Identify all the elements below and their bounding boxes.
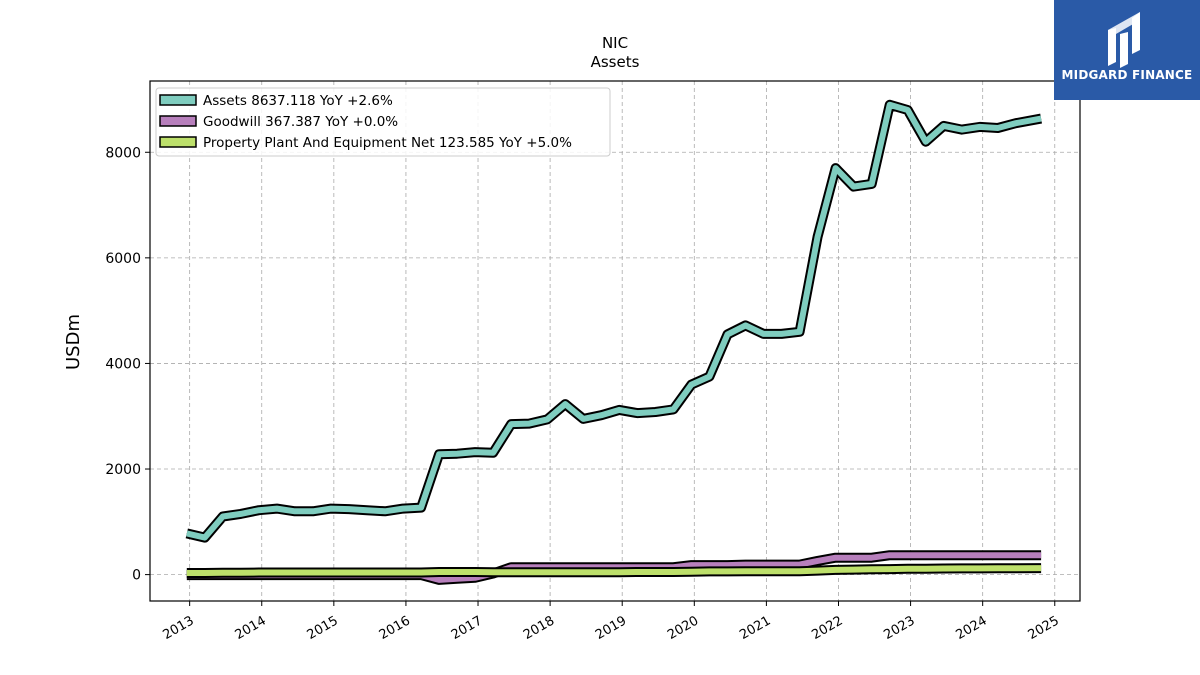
logo-text: MIDGARD FINANCE (1061, 68, 1193, 82)
x-tick-label: 2017 (449, 613, 485, 643)
y-tick-label: 2000 (105, 462, 141, 478)
x-axis-ticks: 2013 2014 2015 2016 2017 2018 2019 2020 2021 2022… (160, 601, 1062, 643)
x-tick-label: 2015 (305, 613, 341, 643)
x-tick-label: 2021 (737, 613, 773, 643)
x-tick-label: 2020 (665, 613, 701, 643)
legend-swatch (159, 136, 197, 148)
assets-line-outline (185, 99, 1042, 543)
x-tick-label: 2023 (881, 613, 917, 643)
chart-title: NIC (602, 34, 628, 52)
y-axis-label: USDm (63, 314, 84, 370)
x-tick-label: 2022 (809, 613, 845, 643)
midgard-logo-icon (1108, 12, 1140, 68)
y-tick-label: 0 (132, 568, 141, 584)
legend-entry-label: Property Plant And Equipment Net 123.585… (203, 135, 572, 151)
legend-swatch (159, 115, 197, 127)
x-tick-label: 2019 (593, 613, 629, 643)
x-tick-label: 2016 (377, 613, 413, 643)
legend-box (155, 87, 611, 157)
brand-logo: MIDGARD FINANCE (1054, 0, 1200, 100)
grid (150, 81, 1080, 601)
x-tick-label: 2025 (1026, 613, 1062, 643)
y-axis-ticks: 0 2000 4000 6000 8000 (105, 145, 150, 584)
plot-frame (149, 80, 1081, 602)
x-tick-label: 2018 (521, 613, 557, 643)
legend-swatch (159, 94, 197, 106)
x-tick-label: 2024 (954, 613, 990, 643)
legend: Assets 8637.118 YoY +2.6% Goodwill 367.38… (155, 87, 611, 157)
series-lines (185, 99, 1042, 585)
x-tick-label: 2014 (233, 613, 269, 643)
assets-line (186, 101, 1042, 541)
y-tick-label: 4000 (105, 356, 141, 372)
legend-entry-label: Goodwill 367.387 YoY +0.0% (203, 114, 398, 130)
y-tick-label: 6000 (105, 251, 141, 267)
property-plant-and-equipment-net-line (186, 565, 1042, 576)
y-tick-label: 8000 (105, 145, 141, 161)
legend-entry-label: Assets 8637.118 YoY +2.6% (203, 93, 393, 109)
x-tick-label: 2013 (160, 613, 196, 643)
chart-subtitle: Assets (591, 53, 640, 71)
